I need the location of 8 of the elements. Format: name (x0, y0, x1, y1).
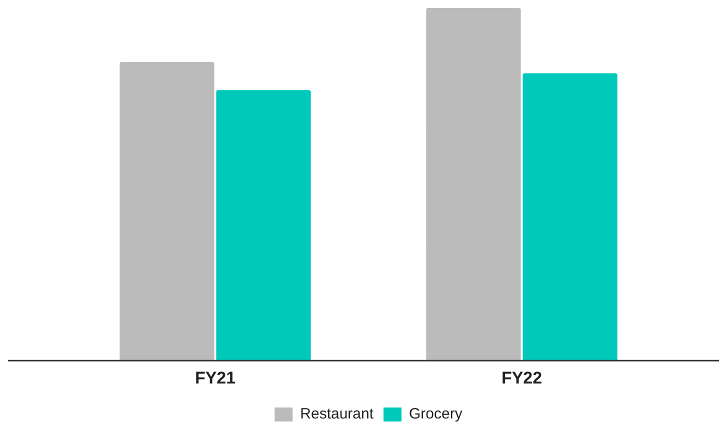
bar (216, 90, 311, 361)
x-tick-label: FY22 (501, 368, 542, 388)
bar (522, 73, 618, 361)
legend-label: Grocery (409, 406, 463, 423)
bar (426, 8, 521, 361)
bar (120, 62, 214, 361)
legend-label: Restaurant (300, 406, 374, 423)
x-tick-label: FY21 (194, 368, 236, 388)
